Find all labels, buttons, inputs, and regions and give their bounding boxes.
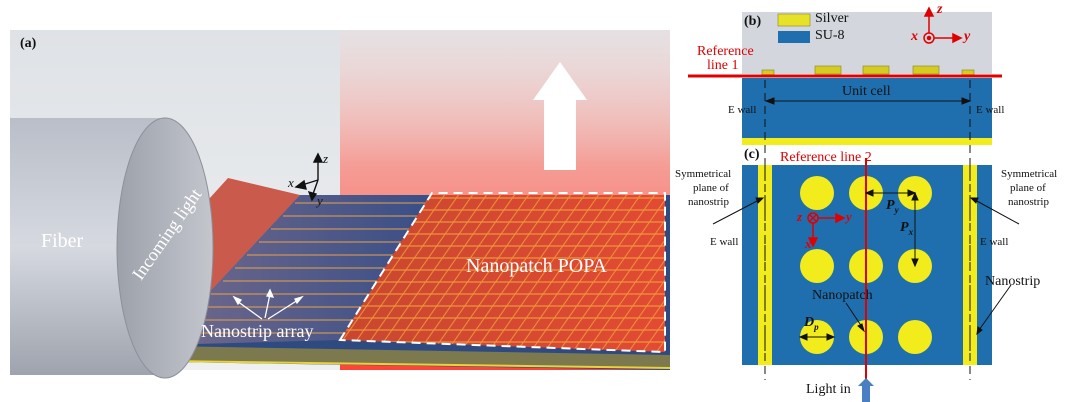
- sym-right-line-2: plane of: [1010, 182, 1046, 194]
- panel-b-axis-y: y: [964, 29, 971, 44]
- nanostrip-array-label: Nanostrip array: [201, 321, 314, 341]
- panel-c-axis-z: z: [797, 209, 803, 224]
- nanostrip-label: Nanostrip: [985, 274, 1041, 289]
- px-label: Px: [900, 220, 913, 237]
- legend-silver-label: Silver: [815, 11, 849, 26]
- panel-a-axis-z: z: [323, 151, 329, 166]
- panel-b-axis-x: x: [911, 29, 918, 44]
- output-arrow: [533, 62, 587, 170]
- panel-a-axis-y: y: [317, 193, 323, 208]
- px-dimension-arrow: [911, 191, 919, 268]
- sym-left-line-1: Symmetrical: [675, 168, 732, 180]
- nanopatch: [800, 176, 834, 210]
- light-in-arrow: [858, 378, 874, 402]
- e-wall-right-label-c: E wall: [980, 236, 1009, 248]
- panel-c-axis-y: y: [846, 209, 852, 224]
- dp-dimension-arrow: [798, 333, 836, 341]
- nanopatch-label: Nanopatch: [812, 288, 873, 303]
- py-main: P: [886, 198, 895, 213]
- fiber-end-face: [116, 117, 214, 379]
- e-wall-right-label-b: E wall: [976, 104, 1005, 116]
- e-wall-left-label-b: E wall: [728, 104, 757, 116]
- panel-c-label: (c): [744, 147, 760, 162]
- pointer-arrows: [712, 197, 1020, 336]
- nanopatch: [898, 320, 932, 354]
- reference-line-1-label-a: Reference: [697, 44, 754, 59]
- unit-cell-arrow: [764, 97, 972, 105]
- panel-b-su8-layer: [742, 78, 992, 138]
- e-wall-left-label-c: E wall: [710, 236, 739, 248]
- legend-silver-swatch: [777, 13, 811, 27]
- panel-b-axes: [923, 6, 963, 44]
- px-sub: x: [908, 226, 914, 237]
- sym-right-line-1: Symmetrical: [1001, 168, 1058, 180]
- nanopatch: [800, 249, 834, 283]
- dp-sub: p: [814, 321, 819, 332]
- panel-a-axes: [294, 152, 324, 202]
- sym-right-line-3: nanostrip: [1008, 196, 1049, 208]
- panel-a-label: (a): [20, 36, 37, 51]
- dp-label: Dp: [804, 315, 819, 332]
- silver-patch: [814, 65, 842, 75]
- popa-dashed-border: [338, 192, 666, 354]
- light-in-label: Light in: [806, 382, 851, 397]
- legend-su8-label: SU-8: [815, 28, 845, 43]
- dp-main: D: [804, 315, 815, 330]
- py-dimension-arrow: [864, 189, 917, 197]
- silver-patch: [912, 65, 940, 75]
- sym-left-line-2: plane of: [693, 182, 729, 194]
- nanostrip-lines: [175, 202, 425, 334]
- panel-c-axis-x: x: [805, 236, 812, 251]
- silver-patch: [862, 65, 890, 75]
- panel-a-axis-x: x: [288, 175, 294, 190]
- nanopatch-array: [800, 176, 932, 354]
- legend-su8-swatch: [778, 31, 810, 43]
- unit-cell-label: Unit cell: [842, 84, 891, 99]
- sym-left-line-3: nanostrip: [688, 196, 729, 208]
- panel-b-bottom-strip: [742, 138, 992, 145]
- py-sub: y: [894, 204, 899, 215]
- panel-c-axes: [807, 212, 846, 248]
- panel-b-axis-z: z: [937, 2, 943, 17]
- fiber-label: Fiber: [41, 230, 84, 252]
- py-label: Py: [886, 198, 899, 215]
- px-main: P: [900, 220, 909, 235]
- nanopatch-popa-label: Nanopatch POPA: [466, 255, 607, 277]
- popa-grid: [340, 195, 665, 352]
- panel-b-label: (b): [744, 14, 762, 29]
- reference-line-2-label: Reference line 2: [780, 150, 872, 165]
- reference-line-1-label-b: line 1: [707, 58, 739, 73]
